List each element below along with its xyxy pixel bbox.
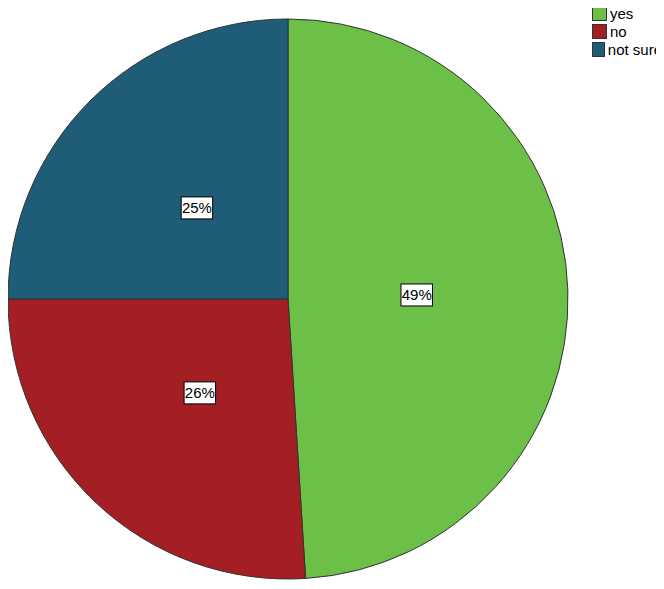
html-text:no: no [610, 22, 627, 40]
html-text:yes: yes [610, 4, 634, 22]
svg-text:26%: 26% [185, 384, 215, 401]
html-text:not sure: not sure [607, 40, 662, 58]
svg-text:25%: 25% [182, 199, 212, 216]
svg-text:49%: 49% [402, 286, 432, 303]
